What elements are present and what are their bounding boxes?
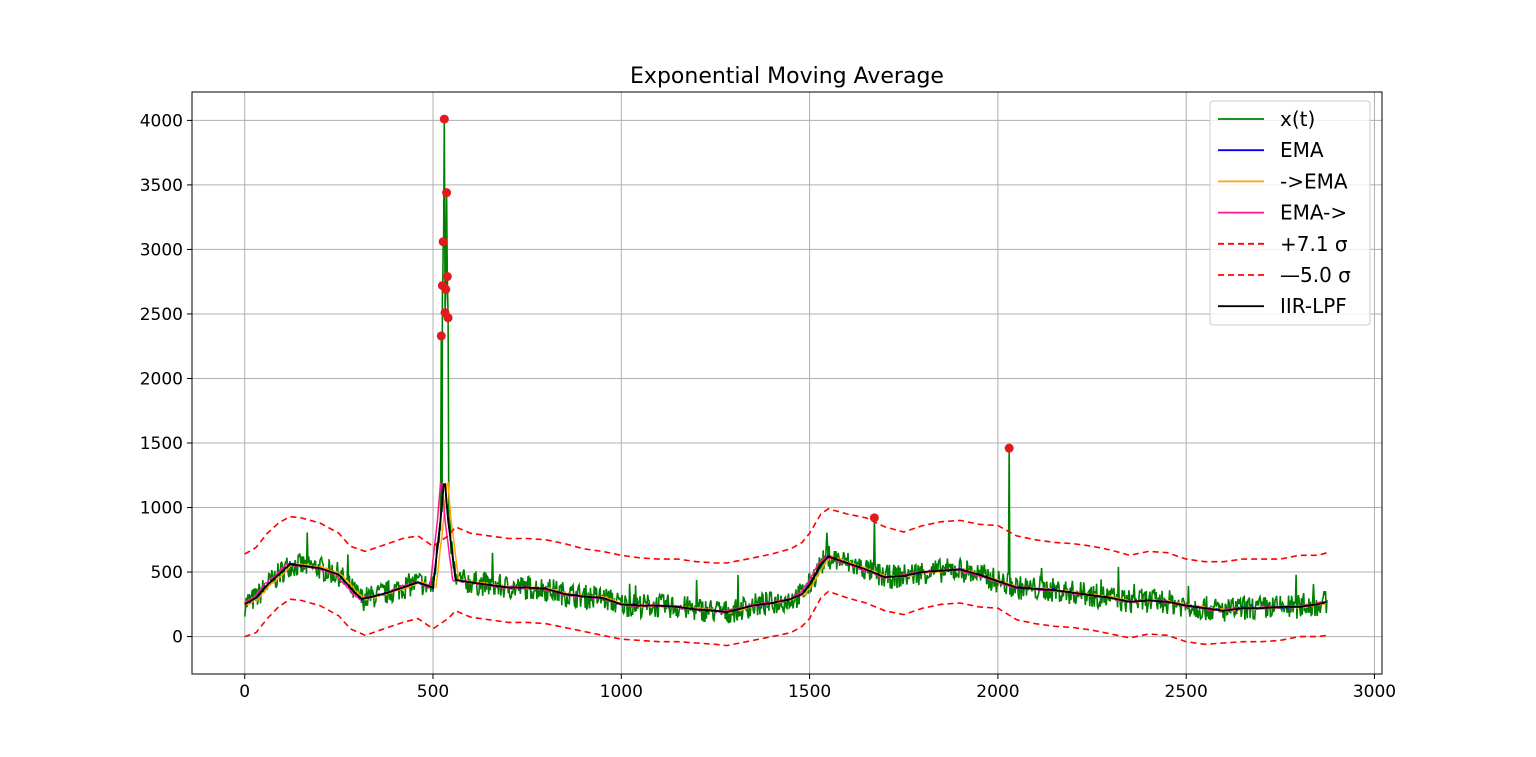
x-tick-label: 500 xyxy=(417,682,449,702)
anomaly-point-7 xyxy=(442,272,452,282)
anomaly-point-5 xyxy=(441,284,451,294)
anomaly-point-6 xyxy=(442,188,452,198)
anomaly-point-10 xyxy=(1004,443,1014,453)
x-tick-label: 1000 xyxy=(600,682,643,702)
legend-label-5: —5.0 σ xyxy=(1280,263,1351,287)
series-3-line xyxy=(244,482,1327,615)
x-tick-label: 3000 xyxy=(1353,682,1396,702)
y-tick-label: 1500 xyxy=(140,434,183,454)
axis-ticks: 0 500 1000 1500 2000 2500 3000 0 500 1000 1500 2000… xyxy=(140,111,1396,702)
legend-label-6: IIR-LPF xyxy=(1280,294,1347,318)
x-tick-label: 1500 xyxy=(788,682,831,702)
series-1-line xyxy=(244,482,1327,615)
legend-label-0: x(t) xyxy=(1280,107,1315,131)
y-tick-label: 3500 xyxy=(140,176,183,196)
legend-label-4: +7.1 σ xyxy=(1280,232,1348,256)
anomaly-point-0 xyxy=(436,331,446,341)
legend-box xyxy=(1209,100,1371,326)
x-tick-label: 2000 xyxy=(976,682,1019,702)
series-0-line xyxy=(243,119,1328,624)
y-tick-label: 500 xyxy=(151,563,183,583)
y-tick-label: 4000 xyxy=(140,111,183,131)
y-tick-label: 1000 xyxy=(140,499,183,519)
anomaly-point-9 xyxy=(869,513,879,523)
anomaly-point-8 xyxy=(443,313,453,323)
series-6-line xyxy=(244,483,1327,614)
y-tick-label: 3000 xyxy=(140,240,183,260)
x-tick-label: 2500 xyxy=(1165,682,1208,702)
series-2-line xyxy=(244,481,1327,615)
anomaly-point-3 xyxy=(439,114,449,124)
grid-lines xyxy=(192,92,1382,674)
y-tick-label: 2000 xyxy=(140,369,183,389)
y-tick-label: 0 xyxy=(172,628,183,648)
legend-label-2: ->EMA xyxy=(1280,169,1348,193)
series-4-line xyxy=(244,507,1328,564)
x-tick-label: 0 xyxy=(239,682,250,702)
plot-frame xyxy=(191,91,1383,675)
y-tick-label: 2500 xyxy=(140,305,183,325)
legend-label-1: EMA xyxy=(1280,138,1324,162)
series-5-line xyxy=(244,590,1328,647)
plot-area xyxy=(243,114,1328,647)
anomaly-point-2 xyxy=(438,237,448,247)
chart-title: Exponential Moving Average xyxy=(630,64,944,89)
legend-label-3: EMA-> xyxy=(1280,201,1347,225)
legend: x(t) EMA ->EMA EMA-> +7.1 σ —5.0 σ IIR-LPF xyxy=(1209,100,1371,326)
